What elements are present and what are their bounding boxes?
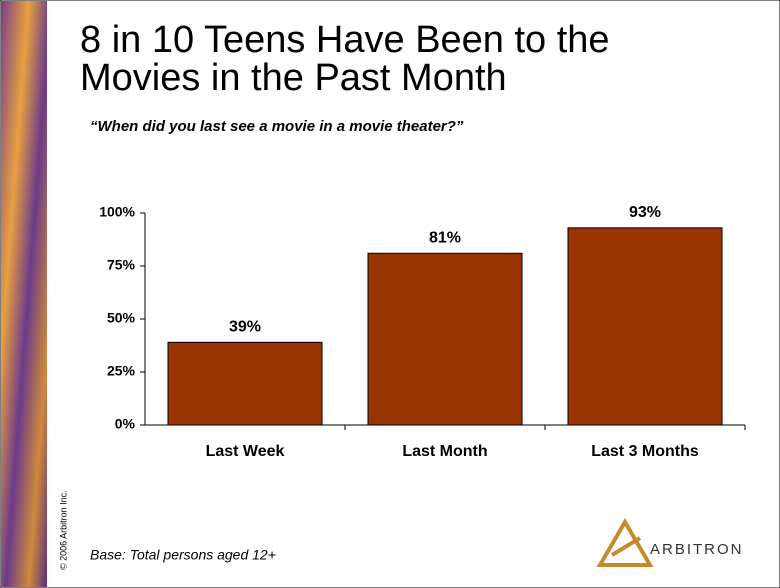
x-tick-label: Last Week: [206, 443, 285, 460]
decor-strip: [1, 1, 47, 587]
bar: [367, 252, 523, 426]
x-tick-label: Last Month: [402, 443, 487, 460]
value-label: 81%: [429, 229, 461, 246]
footnote: Base: Total persons aged 12+: [90, 547, 276, 563]
x-tick-label: Last 3 Months: [591, 443, 699, 460]
logo: ARBITRON: [650, 541, 744, 558]
title-line: 8 in 10 Teens Have Been to the: [80, 19, 610, 61]
logo-mark: [596, 518, 654, 567]
bar: [567, 227, 723, 426]
value-label: 93%: [629, 204, 661, 221]
title-line: Movies in the Past Month: [80, 57, 507, 99]
y-tick-label: 100%: [99, 204, 135, 220]
y-tick-label: 75%: [107, 257, 136, 273]
value-label: 39%: [229, 319, 261, 336]
subtitle: “When did you last see a movie in a movi…: [90, 118, 464, 135]
y-tick-label: 0%: [115, 416, 136, 432]
y-tick-label: 25%: [107, 363, 136, 379]
copyright: © 2006 Arbitron Inc.: [58, 490, 68, 570]
bar: [167, 341, 323, 426]
y-tick-label: 50%: [107, 310, 136, 326]
